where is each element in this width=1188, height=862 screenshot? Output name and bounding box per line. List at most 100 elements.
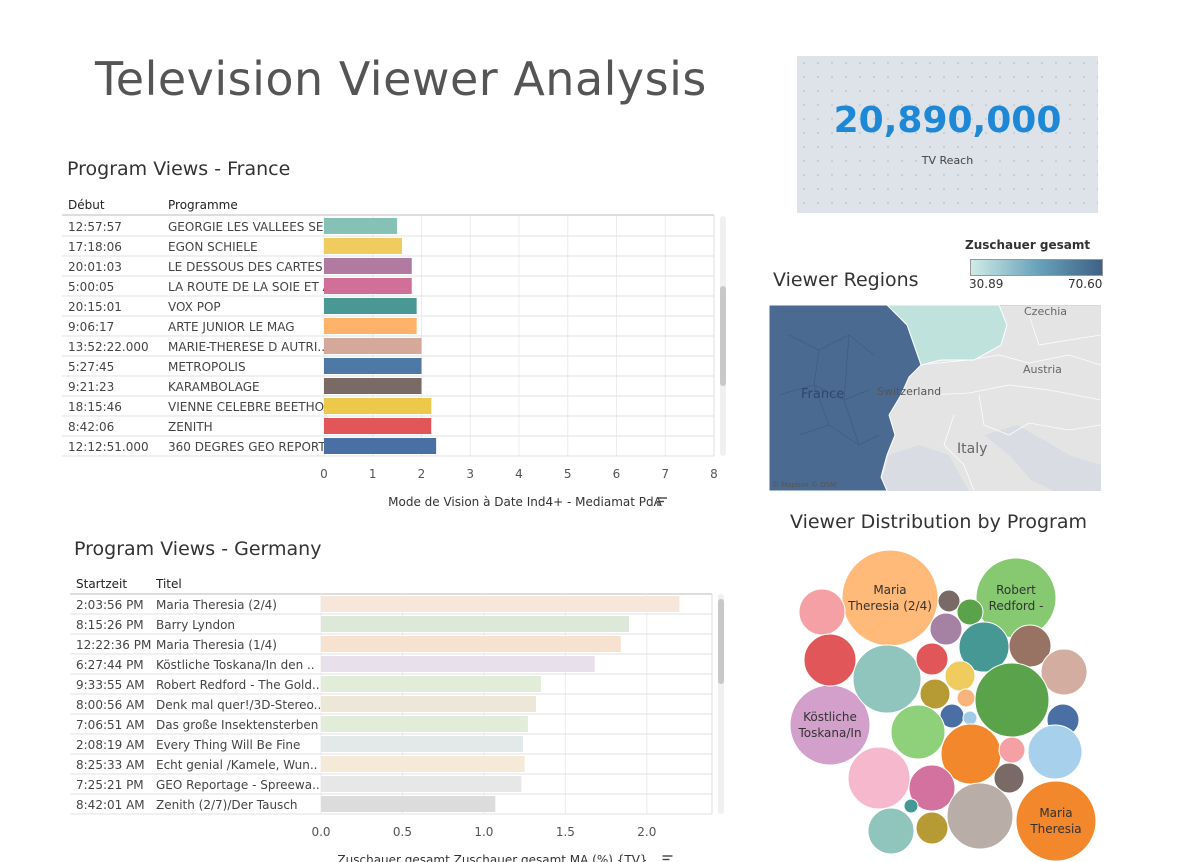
bar-2[interactable] — [321, 636, 621, 652]
bar-10[interactable] — [324, 418, 432, 434]
bar-7[interactable] — [321, 736, 524, 752]
bubble-30[interactable] — [903, 798, 919, 814]
bubble-5[interactable] — [803, 633, 857, 687]
bar-6[interactable] — [321, 716, 528, 732]
sort-icon[interactable] — [657, 497, 667, 506]
bubble-31[interactable] — [915, 811, 949, 845]
bubble-24[interactable] — [1027, 724, 1083, 780]
axis-tick-label: 3 — [466, 467, 474, 481]
bubble-8[interactable] — [956, 598, 984, 626]
bar-8[interactable] — [324, 378, 422, 394]
row-time-cell: 2:03:56 PM — [76, 598, 144, 612]
bubble-9[interactable] — [929, 612, 963, 646]
scrollbar-thumb[interactable] — [720, 286, 726, 386]
row-program-cell: Zenith (2/7)/Der Tausch — [156, 798, 298, 812]
bar-5[interactable] — [324, 318, 417, 334]
sort-icon[interactable] — [662, 855, 673, 862]
bar-4[interactable] — [324, 298, 417, 314]
bubble-17[interactable] — [974, 662, 1050, 738]
bubble-14[interactable] — [944, 660, 976, 692]
row-program-cell: GEO Reportage - Spreewa.. — [156, 778, 320, 792]
bubble-26[interactable] — [908, 764, 956, 812]
bar-3[interactable] — [321, 656, 595, 672]
bar-0[interactable] — [321, 596, 680, 612]
bar-7[interactable] — [324, 358, 422, 374]
row-program-cell: Denk mal quer!/3D-Stereo.. — [156, 698, 321, 712]
france-region[interactable] — [769, 305, 922, 491]
row-time-cell: 6:27:44 PM — [76, 658, 144, 672]
bar-10[interactable] — [321, 796, 496, 812]
row-time-cell: 12:12:51.000 — [68, 440, 149, 454]
bubble-11[interactable] — [1008, 624, 1052, 668]
bar-2[interactable] — [324, 258, 412, 274]
axis-title: Zuschauer gesamt Zuschauer gesamt MA (%)… — [337, 853, 647, 862]
axis-tick-label: 0.5 — [393, 825, 412, 839]
row-time-cell: 8:42:01 AM — [76, 798, 145, 812]
bubble-label: Robert Redford - — [989, 583, 1044, 613]
axis-tick-label: 8 — [710, 467, 718, 481]
bubble-29[interactable] — [867, 807, 915, 855]
bubble-label: Köstliche Toskana/In — [797, 710, 861, 740]
bubble-13[interactable] — [915, 642, 949, 676]
bar-5[interactable] — [321, 696, 537, 712]
france-bar-chart[interactable]: Début Programme 0 1 2 3 4 5 6 7 8 12:57:57 GEORGIE L… — [60, 192, 740, 512]
row-time-cell: 8:42:06 — [68, 420, 114, 434]
row-time-cell: 8:00:56 AM — [76, 698, 145, 712]
row-program-cell: LE DESSOUS DES CARTES — [168, 260, 323, 274]
bubble-23[interactable] — [998, 736, 1026, 764]
bar-9[interactable] — [324, 398, 432, 414]
bar-3[interactable] — [324, 278, 412, 294]
row-program-cell: Maria Theresia (2/4) — [156, 598, 277, 612]
row-time-cell: 9:21:23 — [68, 380, 114, 394]
bar-1[interactable] — [321, 616, 629, 632]
bar-1[interactable] — [324, 238, 402, 254]
bubble-7[interactable] — [937, 589, 961, 613]
dashboard-title: Television Viewer Analysis — [95, 52, 707, 106]
row-time-cell: 17:18:06 — [68, 240, 122, 254]
bar-8[interactable] — [321, 756, 525, 772]
bubble-4[interactable] — [798, 588, 846, 636]
bubble-3[interactable] — [1015, 780, 1097, 862]
bubble-6[interactable] — [852, 644, 922, 714]
axis-tick-label: 0 — [320, 467, 328, 481]
row-time-cell: 9:33:55 AM — [76, 678, 145, 692]
row-time-cell: 5:00:05 — [68, 280, 114, 294]
column-header-program: Titel — [155, 577, 182, 591]
row-time-cell: 13:52:22.000 — [68, 340, 149, 354]
bubble-12[interactable] — [1040, 648, 1088, 696]
row-time-cell: 20:15:01 — [68, 300, 122, 314]
bubble-21[interactable] — [890, 704, 946, 760]
row-program-cell: KARAMBOLAGE — [168, 380, 260, 394]
row-program-cell: METROPOLIS — [168, 360, 246, 374]
bar-6[interactable] — [324, 338, 422, 354]
axis-tick-label: 1.0 — [474, 825, 493, 839]
tv-reach-card: 20,890,000 TV Reach — [797, 56, 1098, 213]
bubble-19[interactable] — [962, 710, 978, 726]
scrollbar-thumb[interactable] — [718, 599, 724, 684]
bar-9[interactable] — [321, 776, 522, 792]
bar-4[interactable] — [321, 676, 541, 692]
tv-reach-label: TV Reach — [921, 154, 974, 167]
row-time-cell: 8:15:26 PM — [76, 618, 144, 632]
row-program-cell: Robert Redford - The Gold.. — [156, 678, 320, 692]
bubble-15[interactable] — [956, 688, 976, 708]
bubble-28[interactable] — [946, 782, 1014, 850]
bar-11[interactable] — [324, 438, 437, 454]
map-legend-gradient — [970, 259, 1103, 276]
map-label-switzerland: Switzerland — [877, 385, 941, 398]
axis-tick-label: 7 — [661, 467, 669, 481]
bubble-16[interactable] — [919, 678, 951, 710]
bubble-0[interactable] — [841, 549, 939, 647]
viewer-regions-map[interactable]: France Czechia Austria Switzerland Italy… — [769, 305, 1101, 491]
bar-0[interactable] — [324, 218, 398, 234]
row-program-cell: ARTE JUNIOR LE MAG — [168, 320, 295, 334]
viewer-distribution-bubble-chart[interactable]: Maria Theresia (2/4) Robert Redford - Köstli… — [770, 540, 1100, 862]
bubble-25[interactable] — [847, 746, 911, 810]
bubble-27[interactable] — [993, 762, 1025, 794]
map-label-czechia: Czechia — [1024, 305, 1067, 318]
column-header-program: Programme — [168, 198, 238, 212]
bubble-label: Maria Theresia (2/4) — [847, 583, 932, 613]
germany-bar-chart[interactable]: Startzeit Titel 0.0 0.5 1.0 1.5 2.0 2:03:56 PM M… — [68, 572, 738, 862]
bubble-label: Maria Theresia — [1029, 806, 1081, 836]
row-program-cell: LA ROUTE DE LA SOIE ET A.. — [168, 280, 338, 294]
